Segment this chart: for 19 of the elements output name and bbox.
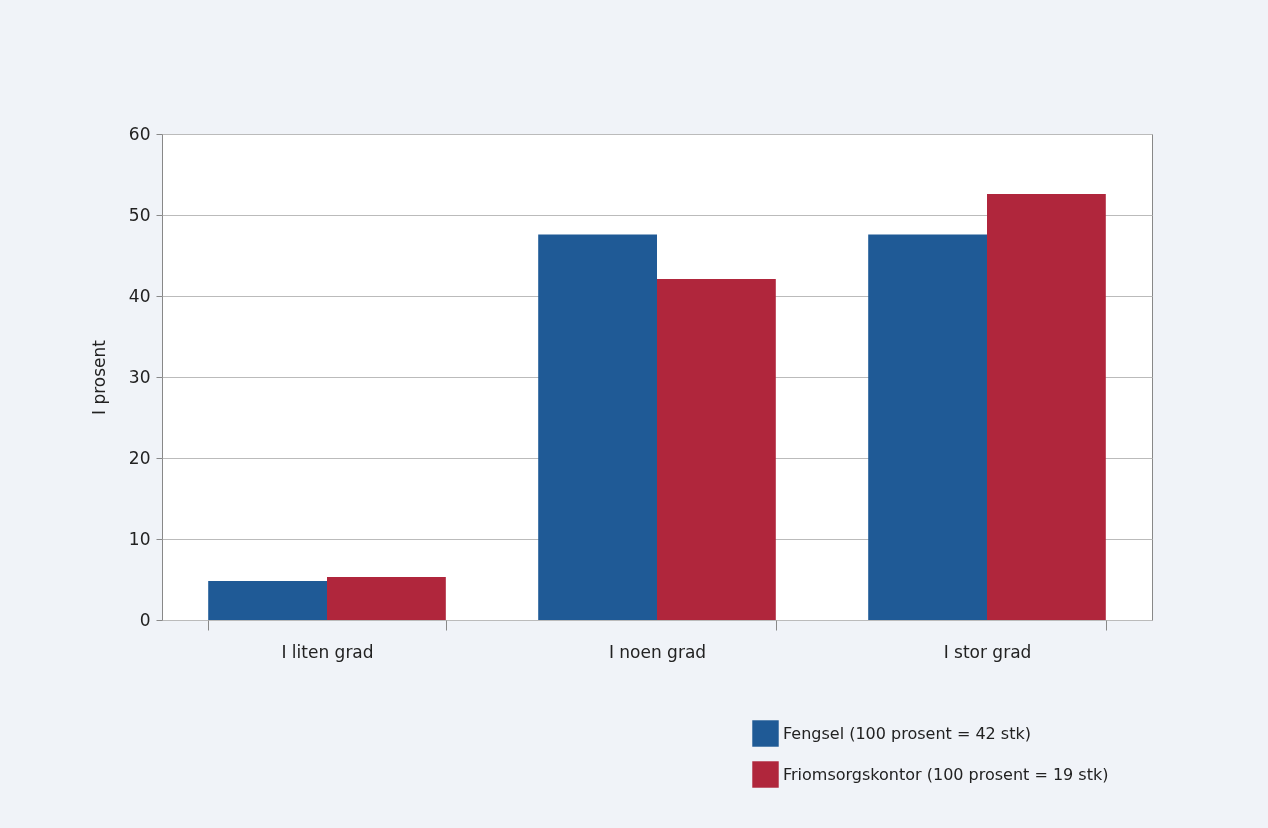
bar	[538, 234, 657, 620]
x-tick-label: I liten grad	[281, 641, 374, 662]
x-tick-label: I noen grad	[608, 641, 707, 662]
bar	[327, 577, 446, 620]
y-tick-label: 20	[128, 447, 151, 468]
bar	[208, 581, 327, 620]
x-tick-label: I stor grad	[943, 641, 1032, 662]
legend-label: Friomsorgskontor (100 prosent = 19 stk)	[783, 764, 1109, 784]
y-tick-label: 0	[139, 609, 151, 630]
y-tick-label: 60	[128, 123, 151, 144]
legend-label: Fengsel (100 prosent = 42 stk)	[783, 723, 1031, 743]
y-tick-label: 40	[128, 285, 151, 306]
bar	[868, 234, 987, 620]
y-axis-title: I prosent	[88, 339, 109, 415]
y-tick-label: 10	[128, 528, 151, 549]
bar	[657, 278, 776, 620]
bar	[987, 193, 1106, 620]
y-tick-label: 50	[128, 204, 151, 225]
y-tick-label: 30	[128, 366, 151, 387]
